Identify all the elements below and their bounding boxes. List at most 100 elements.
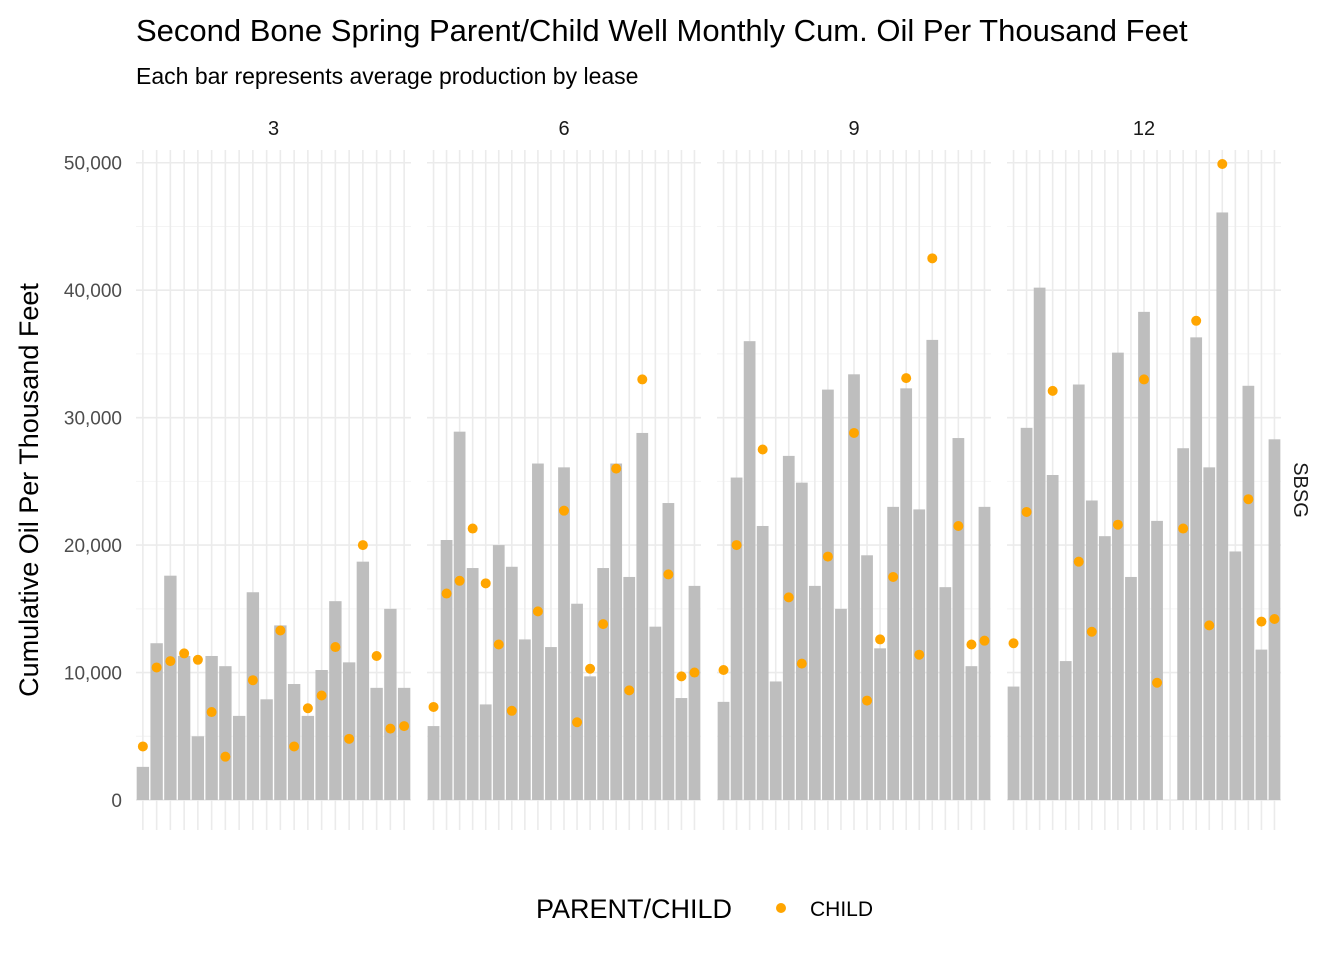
bar — [397, 687, 411, 800]
child-point — [1243, 494, 1254, 505]
bar — [1177, 448, 1190, 800]
facet-strip-label: 9 — [848, 118, 859, 140]
bar — [926, 339, 939, 800]
bar — [1046, 475, 1059, 800]
bar — [1020, 427, 1033, 800]
chart-title: Second Bone Spring Parent/Child Well Mon… — [136, 13, 1188, 48]
child-point — [385, 723, 396, 734]
child-point — [1139, 374, 1149, 385]
bar — [571, 603, 583, 800]
child-point — [220, 751, 231, 762]
bar — [232, 715, 246, 800]
y-tick-label: 40,000 — [64, 281, 122, 302]
bar — [492, 545, 505, 800]
child-point — [165, 656, 176, 667]
bar — [900, 388, 913, 800]
bar — [848, 374, 860, 800]
child-point — [467, 523, 478, 534]
child-point — [1086, 626, 1097, 637]
bar — [1138, 311, 1150, 800]
bar — [136, 766, 150, 800]
bar — [597, 568, 610, 800]
child-point — [822, 551, 833, 562]
bar — [466, 568, 479, 800]
bar — [260, 699, 273, 800]
bar — [532, 463, 544, 800]
bar — [453, 431, 466, 800]
bar — [874, 648, 886, 800]
child-point — [1217, 159, 1228, 170]
child-point — [663, 569, 674, 580]
bar — [427, 726, 440, 800]
child-point — [137, 741, 148, 752]
child-point — [275, 625, 286, 636]
child-point — [480, 578, 491, 589]
bar — [662, 503, 675, 800]
child-point — [428, 701, 439, 712]
bar — [1203, 467, 1216, 800]
bar — [558, 467, 570, 800]
child-point — [454, 575, 465, 586]
bar — [356, 561, 370, 800]
child-point — [532, 606, 543, 617]
bar — [177, 655, 191, 800]
facet-strip-label: 3 — [268, 118, 279, 140]
child-point — [572, 717, 583, 728]
child-point — [914, 649, 925, 660]
child-point — [953, 520, 964, 531]
child-point — [506, 705, 517, 716]
child-point — [979, 635, 990, 646]
bar — [164, 575, 177, 800]
bar — [965, 666, 978, 800]
child-point — [875, 634, 886, 645]
child-point — [888, 571, 899, 582]
bar — [329, 601, 342, 800]
chart-subtitle: Each bar represents average production b… — [136, 63, 638, 89]
child-point — [1178, 523, 1189, 534]
bar — [743, 341, 756, 800]
child-point — [718, 665, 729, 675]
bar — [545, 647, 557, 800]
child-point — [344, 733, 355, 744]
y-tick-label: 20,000 — [64, 536, 122, 557]
child-point — [862, 695, 873, 706]
bar — [1033, 287, 1046, 800]
bar — [688, 585, 701, 800]
panel-9: 9 — [717, 118, 991, 830]
panel-3: 3 — [136, 118, 411, 830]
y-tick-label: 30,000 — [64, 409, 122, 430]
bar — [274, 625, 287, 800]
panel-12: 12 — [1007, 118, 1281, 830]
bar — [822, 389, 834, 800]
child-point — [783, 592, 794, 603]
bar — [219, 666, 232, 800]
child-point — [192, 654, 203, 665]
bar — [1190, 337, 1203, 800]
bar — [479, 704, 492, 800]
legend-key-child — [776, 903, 786, 913]
child-point — [676, 671, 687, 682]
y-tick-label: 50,000 — [64, 154, 122, 175]
child-point — [1191, 315, 1202, 326]
child-point — [624, 685, 635, 696]
bar — [769, 681, 782, 800]
bar — [649, 626, 662, 800]
bar — [440, 540, 453, 800]
facet-panels: 3 6 9 12 — [136, 118, 1281, 830]
bar — [1151, 520, 1163, 800]
child-point — [289, 741, 300, 752]
legend: PARENT/CHILD CHILD — [536, 894, 873, 924]
bar — [505, 566, 518, 800]
bar — [342, 662, 356, 800]
child-point — [927, 253, 938, 264]
child-point — [493, 639, 504, 650]
legend-title: PARENT/CHILD — [536, 894, 732, 924]
child-point — [757, 444, 768, 455]
bar — [887, 506, 900, 800]
bar — [861, 555, 873, 800]
bar — [610, 463, 623, 800]
bar — [636, 432, 649, 800]
bar — [246, 592, 260, 800]
legend-label-child: CHILD — [810, 898, 873, 921]
child-point — [441, 588, 452, 599]
